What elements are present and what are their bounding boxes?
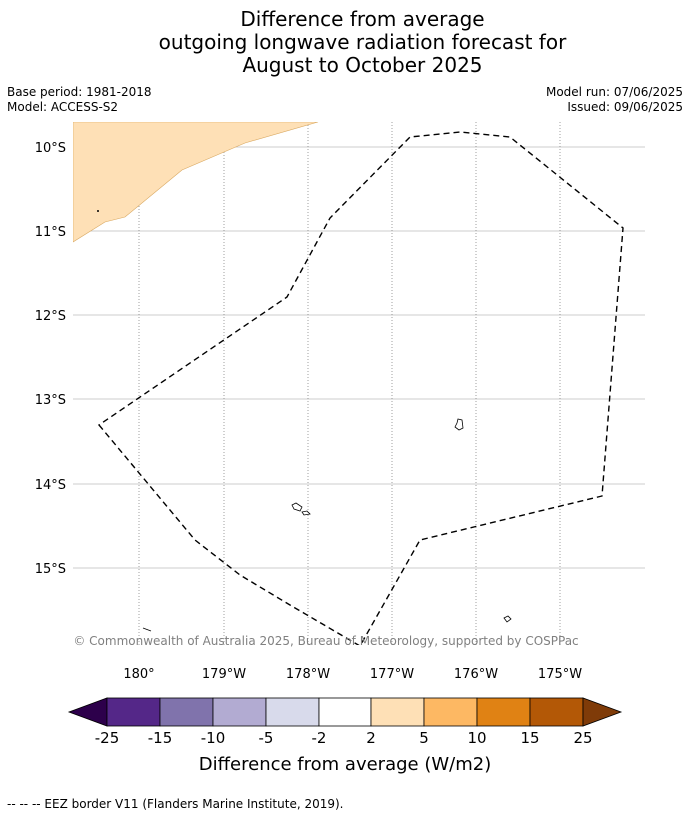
lon-label-180: 180° xyxy=(123,667,154,682)
model-run: Model run: 07/06/2025 xyxy=(545,85,683,99)
colorbar-segment-4 xyxy=(265,697,320,727)
colorbar-extend-high xyxy=(582,697,623,727)
island-southwest xyxy=(142,627,152,632)
lat-label-13s: 13°S xyxy=(35,393,66,408)
colorbar-segment-9 xyxy=(529,697,584,727)
colorbar-segment-3 xyxy=(212,697,267,727)
colorbar-tick-4: -5 xyxy=(259,729,274,747)
islet xyxy=(97,210,99,212)
lat-label-11s: 11°S xyxy=(35,225,66,240)
colorbar-tick-6: 2 xyxy=(366,729,376,747)
colorbar-segment-2 xyxy=(159,697,214,727)
lon-label-175w: 175°W xyxy=(538,667,582,682)
colorbar-ticks: -25 -15 -10 -5 -2 2 5 10 15 25 xyxy=(95,729,593,747)
lat-label-15s: 15°S xyxy=(35,562,66,577)
colorbar-tick-2: -15 xyxy=(148,729,173,747)
colorbar-tick-7: 5 xyxy=(419,729,429,747)
colorbar-tick-1: -25 xyxy=(95,729,120,747)
colorbar-segment-1 xyxy=(106,697,161,727)
colorbar-tick-3: -10 xyxy=(201,729,226,747)
lon-label-176w: 176°W xyxy=(454,667,498,682)
lon-label-179w: 179°W xyxy=(202,667,246,682)
island-south xyxy=(503,615,512,623)
colorbar-segment-8 xyxy=(476,697,531,727)
copyright-text: © Commonwealth of Australia 2025, Bureau… xyxy=(73,634,578,648)
island-west xyxy=(291,502,311,516)
colorbar-extend-low xyxy=(67,697,108,727)
anomaly-region xyxy=(73,122,319,243)
title-line-3: August to October 2025 xyxy=(242,53,483,77)
title-line-1: Difference from average xyxy=(240,7,485,31)
latitude-gridlines xyxy=(73,146,645,569)
colorbar-segment-7 xyxy=(423,697,478,727)
colorbar-tick-9: 15 xyxy=(520,729,539,747)
longitude-labels: 180° 179°W 178°W 177°W 176°W 175°W xyxy=(123,667,582,682)
colorbar-tick-5: -2 xyxy=(312,729,327,747)
map-title: Difference from average outgoing longwav… xyxy=(0,8,690,77)
lon-label-177w: 177°W xyxy=(370,667,414,682)
lat-label-14s: 14°S xyxy=(35,478,66,493)
lat-label-10s: 10°S xyxy=(35,141,66,156)
colorbar xyxy=(67,697,623,727)
colorbar-label: Difference from average (W/m2) xyxy=(199,754,491,775)
colorbar-tick-8: 10 xyxy=(467,729,486,747)
eez-border xyxy=(97,131,624,645)
base-period: Base period: 1981-2018 xyxy=(7,85,152,99)
longitude-gridlines xyxy=(138,122,561,645)
colorbar-tick-10: 25 xyxy=(573,729,592,747)
lon-label-178w: 178°W xyxy=(286,667,330,682)
model-name: Model: ACCESS-S2 xyxy=(7,100,119,114)
latitude-labels: 10°S 11°S 12°S 13°S 14°S 15°S xyxy=(35,141,66,577)
colorbar-segment-6 xyxy=(370,697,425,727)
meta-right: Model run: 07/06/2025 Issued: 09/06/2025 xyxy=(546,85,683,115)
eez-legend: -- -- -- EEZ border V11 (Flanders Marine… xyxy=(7,797,344,811)
meta-left: Base period: 1981-2018 Model: ACCESS-S2 xyxy=(7,85,152,115)
island-north xyxy=(454,418,464,431)
title-line-2: outgoing longwave radiation forecast for xyxy=(158,30,567,54)
issued-date: Issued: 09/06/2025 xyxy=(567,100,683,114)
colorbar-segment-5 xyxy=(318,697,372,727)
lat-label-12s: 12°S xyxy=(35,309,66,324)
